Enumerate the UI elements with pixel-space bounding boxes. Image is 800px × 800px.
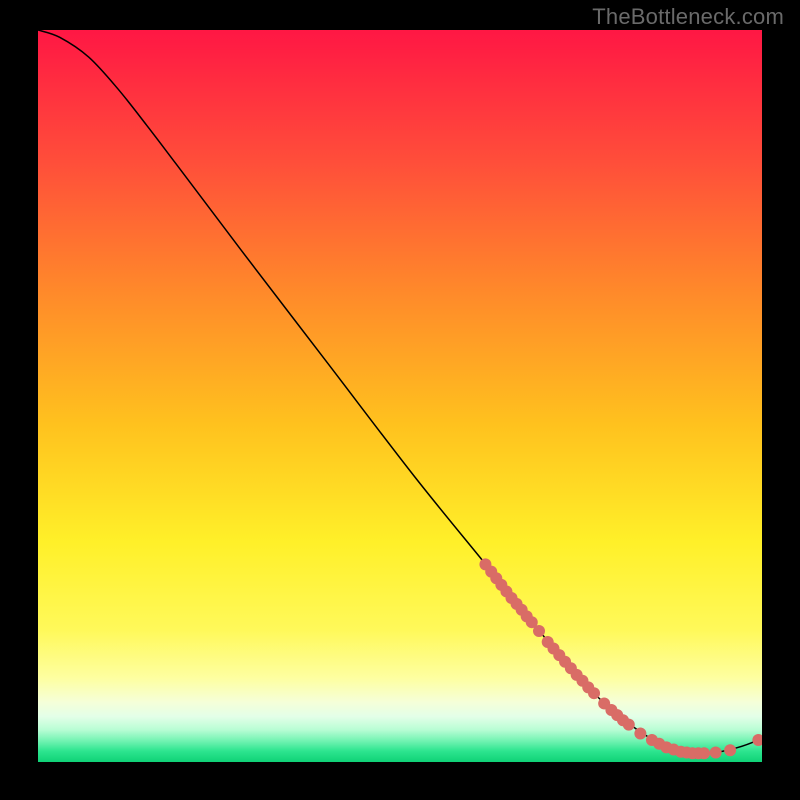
plot-area	[38, 30, 762, 762]
data-marker	[724, 744, 736, 756]
watermark-text: TheBottleneck.com	[592, 4, 784, 30]
data-marker	[710, 746, 722, 758]
data-marker	[698, 747, 710, 759]
chart-background	[38, 30, 762, 762]
data-marker	[634, 727, 646, 739]
data-marker	[588, 687, 600, 699]
chart-svg	[38, 30, 762, 762]
data-marker	[623, 719, 635, 731]
data-marker	[533, 625, 545, 637]
